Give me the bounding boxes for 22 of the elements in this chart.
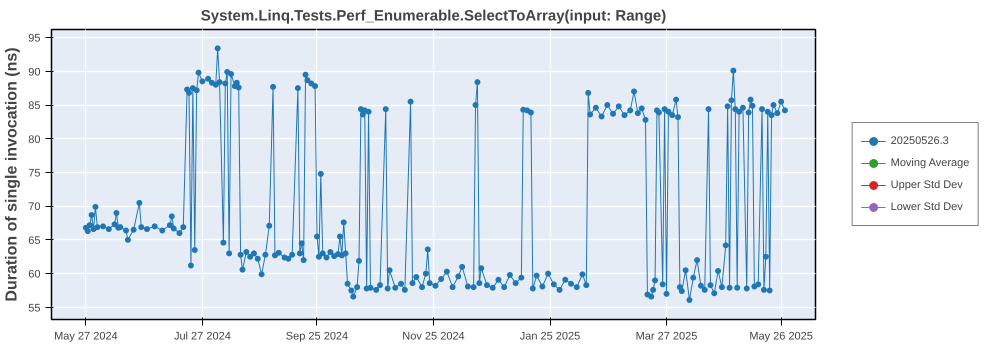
y-tick-label: 75 (28, 167, 41, 180)
x-tick-label: Jan 25 2025 (520, 330, 580, 342)
legend-label: 20250526.3 (890, 135, 949, 147)
legend-label: Upper Std Dev (890, 179, 963, 191)
legend-label: Lower Std Dev (890, 201, 963, 213)
y-tick-label: 80 (28, 134, 41, 146)
x-tick-label: Mar 27 2025 (636, 330, 698, 342)
y-tick-label: 65 (28, 234, 41, 247)
y-tick-label: 70 (28, 201, 41, 214)
y-tick-label: 95 (28, 32, 41, 45)
y-tick-label: 55 (28, 302, 41, 314)
x-tick-label: May 26 2025 (749, 330, 813, 342)
legend-label: Moving Average (890, 157, 970, 169)
y-axis-title: Duration of single invocation (ns) (3, 47, 20, 302)
x-tick-label: Sep 25 2024 (286, 330, 348, 342)
x-tick-label: Nov 25 2024 (402, 330, 465, 342)
y-tick-label: 60 (28, 268, 41, 281)
y-tick-label: 90 (28, 66, 41, 78)
x-tick-label: Jul 27 2024 (174, 330, 231, 342)
x-tick-label: May 27 2024 (54, 330, 118, 342)
y-tick-label: 85 (28, 100, 41, 112)
chart-title: System.Linq.Tests.Perf_Enumerable.SelectToArray(input: Range) (200, 8, 666, 24)
